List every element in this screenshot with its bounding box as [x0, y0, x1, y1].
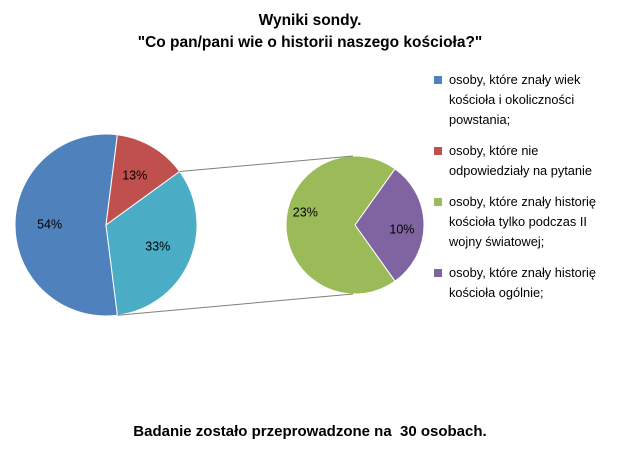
footer-note: Badanie zostało przeprowadzone na 30 oso…	[133, 423, 487, 440]
chart-legend: osoby, które znały wiek kościoła i okoli…	[433, 70, 615, 314]
chart-title: Wyniki sondy. "Co pan/pani wie o histori…	[0, 10, 620, 54]
legend-swatch	[434, 269, 442, 277]
sub-pie-slice-1	[285, 155, 396, 295]
legend-swatch	[434, 198, 442, 206]
sub-pie-slice-2	[354, 168, 425, 282]
legend-item: osoby, które znały wiek kościoła i okoli…	[433, 70, 615, 130]
sub-pie-label-2: 10%	[389, 222, 414, 236]
legend-item: osoby, które nie odpowiedziały na pytani…	[433, 141, 615, 181]
legend-swatch	[434, 147, 442, 155]
chart-title-line-2: "Co pan/pani wie o historii naszego kośc…	[137, 34, 483, 51]
legend-label: osoby, które znały historię kościoła ogó…	[449, 265, 596, 300]
main-pie-slice-2	[105, 134, 181, 227]
legend-label: osoby, które znały historię kościoła tyl…	[449, 194, 596, 249]
main-pie-slice-3	[105, 170, 198, 316]
legend-swatch	[434, 76, 442, 84]
sub-pie-label-1: 23%	[293, 205, 318, 219]
legend-label: osoby, które nie odpowiedziały na pytani…	[449, 143, 592, 178]
main-pie-slice-1	[14, 133, 118, 317]
legend-label: osoby, które znały wiek kościoła i okoli…	[449, 72, 581, 127]
main-pie-label-1: 54%	[37, 217, 62, 231]
main-pie-label-3: 33%	[145, 240, 170, 254]
legend-item: osoby, które znały historię kościoła ogó…	[433, 263, 615, 303]
main-pie-label-2: 13%	[122, 169, 147, 183]
connector-line-bottom	[117, 293, 353, 316]
connector-line-top	[179, 155, 353, 173]
legend-item: osoby, które znały historię kościoła tyl…	[433, 192, 615, 252]
chart-title-line-1: Wyniki sondy.	[258, 12, 362, 29]
